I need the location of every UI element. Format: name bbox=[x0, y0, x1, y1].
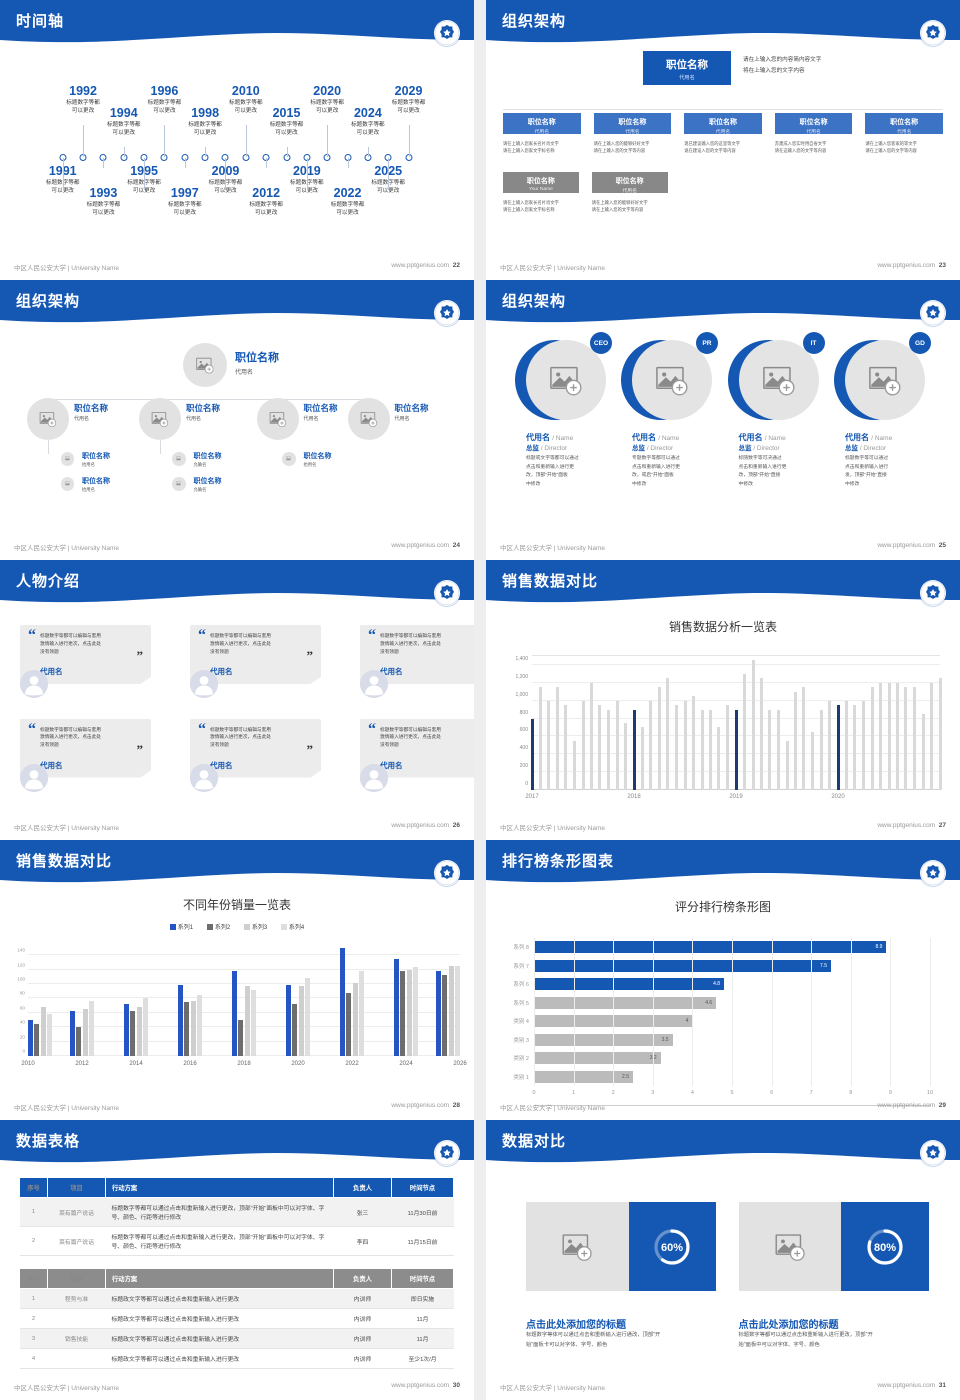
svg-text:60%: 60% bbox=[661, 1242, 683, 1254]
svg-text:80%: 80% bbox=[874, 1242, 896, 1254]
